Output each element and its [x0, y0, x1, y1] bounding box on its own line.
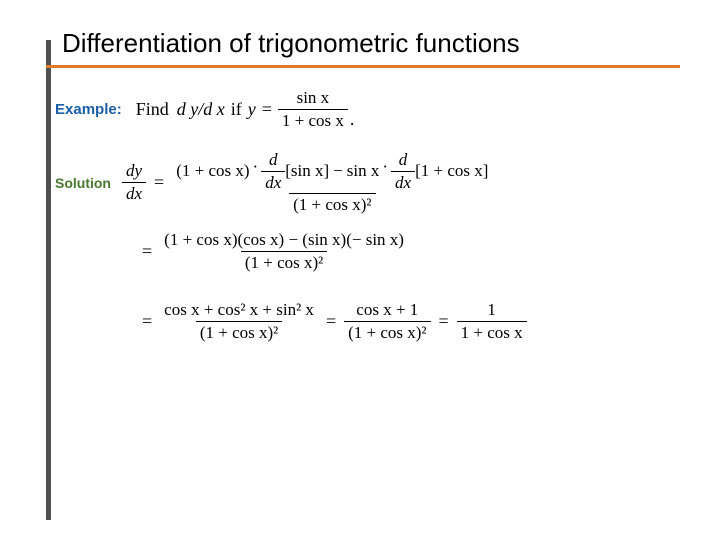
ex-frac-den: 1 + cos x	[278, 109, 348, 131]
example-line: Example: Find d y/d x if y = sin x 1 + c…	[55, 88, 354, 130]
s1-a: (1 + cos x)	[176, 161, 249, 181]
ddx1: d dx	[261, 150, 285, 192]
ddx2-num: d	[395, 150, 412, 171]
s1-den: (1 + cos x)²	[289, 193, 375, 215]
eq3b: =	[326, 311, 336, 332]
page-title: Differentiation of trigonometric functio…	[46, 28, 680, 65]
step1-fraction: (1 + cos x) · d dx [sin x] − sin x · d d…	[172, 150, 492, 215]
ddx1-num: d	[265, 150, 282, 171]
solution-step-1: dy dx = (1 + cos x) · d dx [sin x] − sin…	[120, 150, 494, 215]
solution-label: Solution	[55, 175, 111, 191]
s1-minus: −	[333, 161, 343, 181]
solution-step-3: = cos x + cos² x + sin² x (1 + cos x)² =…	[136, 300, 529, 342]
ddx1-den: dx	[261, 171, 285, 193]
step1-num: (1 + cos x) · d dx [sin x] − sin x · d d…	[172, 150, 492, 193]
period: .	[350, 109, 355, 130]
s1-br2: [1 + cos x]	[415, 161, 488, 181]
dydx-frac: dy dx	[122, 161, 146, 203]
ddx2: d dx	[391, 150, 415, 192]
s2-num: (1 + cos x)(cos x) − (sin x)(− sin x)	[160, 230, 408, 251]
eq3c: =	[439, 311, 449, 332]
step3b-fraction: cos x + 1 (1 + cos x)²	[344, 300, 430, 342]
example-label: Example:	[55, 101, 122, 118]
s3a-num: cos x + cos² x + sin² x	[160, 300, 318, 321]
eq-sign: =	[262, 99, 272, 120]
eq2: =	[142, 241, 152, 262]
title-bar: Differentiation of trigonometric functio…	[46, 28, 680, 68]
dydx-den: dx	[122, 182, 146, 204]
dydx-num: dy	[122, 161, 146, 182]
solution-step-2: = (1 + cos x)(cos x) − (sin x)(− sin x) …	[136, 230, 410, 272]
dy-den: d x	[203, 99, 225, 119]
s1-sinx: sin x	[347, 161, 380, 181]
y-var: y	[248, 99, 256, 120]
if-word: if	[231, 99, 242, 120]
cdot2: ·	[382, 157, 388, 177]
dydx-inline: d y/d x	[177, 99, 225, 120]
ex-frac-num: sin x	[293, 88, 334, 109]
dy-num: d y	[177, 99, 199, 119]
eq3a: =	[142, 311, 152, 332]
step3c-fraction: 1 1 + cos x	[457, 300, 527, 342]
s1-br1: [sin x]	[285, 161, 329, 181]
s3c-den: 1 + cos x	[457, 321, 527, 343]
s3a-den: (1 + cos x)²	[196, 321, 282, 343]
s3c-num: 1	[483, 300, 500, 321]
step2-fraction: (1 + cos x)(cos x) − (sin x)(− sin x) (1…	[160, 230, 408, 272]
s3b-den: (1 + cos x)²	[344, 321, 430, 343]
example-fraction: sin x 1 + cos x	[278, 88, 348, 130]
s2-den: (1 + cos x)²	[241, 251, 327, 273]
ddx2-den: dx	[391, 171, 415, 193]
example-find: Find	[136, 99, 169, 120]
eq1: =	[154, 172, 164, 193]
vertical-rule	[46, 40, 51, 520]
step3a-fraction: cos x + cos² x + sin² x (1 + cos x)²	[160, 300, 318, 342]
s3b-num: cos x + 1	[352, 300, 422, 321]
cdot1: ·	[253, 157, 259, 177]
